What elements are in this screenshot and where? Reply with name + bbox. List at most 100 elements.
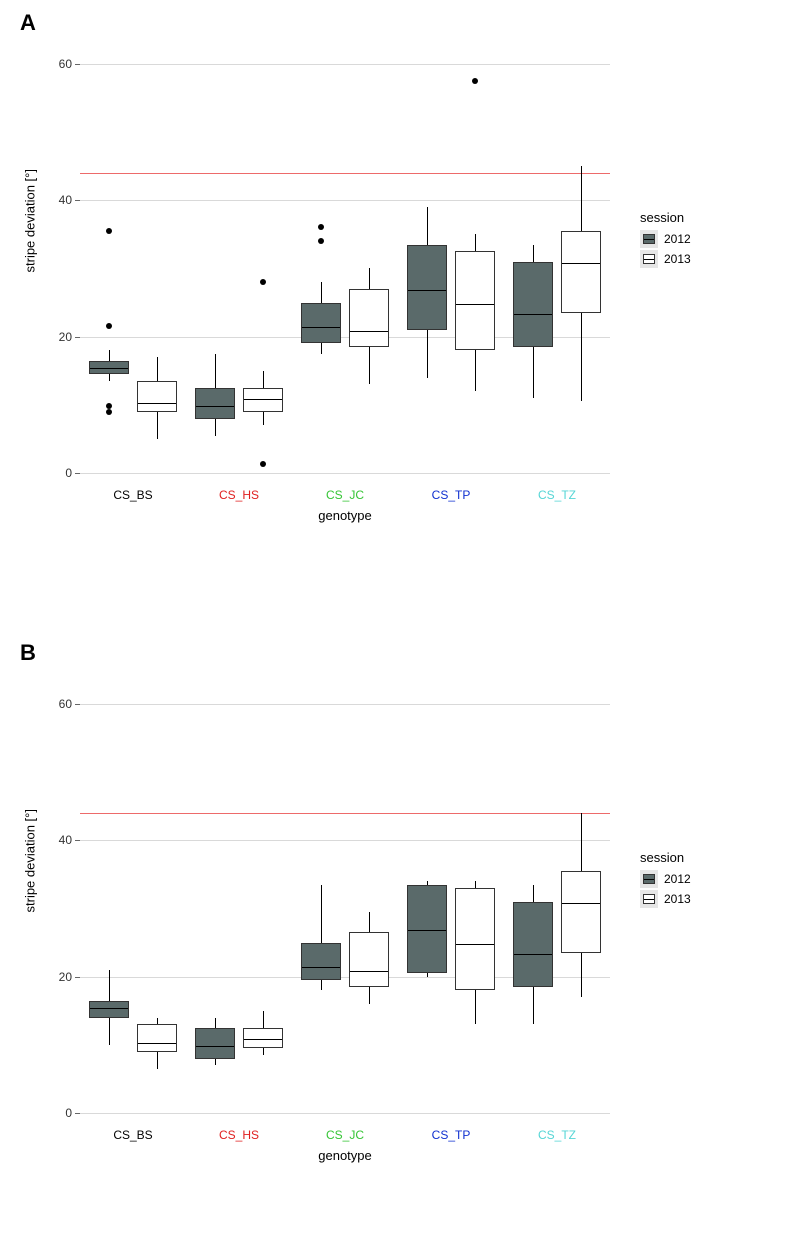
outlier-point (106, 323, 112, 329)
figure: A0204060CS_BSCS_HSCS_JCCS_TPCS_TZgenotyp… (0, 0, 785, 1244)
ytick-label: 0 (50, 1106, 72, 1120)
outlier-point (260, 461, 266, 467)
whisker (109, 350, 110, 360)
whisker (109, 970, 110, 1001)
plot-region-A: 0204060CS_BSCS_HSCS_JCCS_TPCS_TZgenotype… (80, 50, 610, 480)
legend-key (640, 230, 658, 248)
ytick-label: 20 (50, 970, 72, 984)
whisker (321, 980, 322, 990)
ytick-mark (75, 977, 80, 978)
whisker (369, 347, 370, 385)
xtick-label: CS_TZ (538, 488, 576, 502)
xaxis-title: genotype (80, 1148, 610, 1163)
ytick-label: 40 (50, 833, 72, 847)
gridline (80, 64, 610, 65)
ytick-mark (75, 200, 80, 201)
legend-key (640, 870, 658, 888)
whisker (427, 973, 428, 976)
box (561, 871, 601, 953)
median-line (350, 331, 388, 332)
legend-item: 2013 (640, 889, 691, 909)
xtick-label: CS_TP (432, 1128, 471, 1142)
reference-line (80, 173, 610, 174)
legend: session20122013 (640, 850, 691, 909)
median-line (408, 930, 446, 931)
ytick-mark (75, 337, 80, 338)
plot-region-B: 0204060CS_BSCS_HSCS_JCCS_TPCS_TZgenotype… (80, 690, 610, 1120)
legend-swatch (643, 894, 655, 904)
box (455, 251, 495, 350)
box (407, 245, 447, 330)
gridline (80, 473, 610, 474)
outlier-point (106, 228, 112, 234)
box (455, 888, 495, 990)
median-line (562, 263, 600, 264)
whisker (369, 268, 370, 288)
legend-label: 2012 (664, 232, 691, 246)
box (349, 932, 389, 987)
whisker (321, 282, 322, 302)
whisker (157, 1018, 158, 1025)
gridline (80, 704, 610, 705)
xtick-label: CS_JC (326, 488, 364, 502)
median-line (196, 406, 234, 407)
gridline (80, 840, 610, 841)
gridline (80, 200, 610, 201)
whisker (157, 412, 158, 439)
median-line (514, 314, 552, 315)
outlier-point (318, 238, 324, 244)
median-line (196, 1046, 234, 1047)
xtick-label: CS_TP (432, 488, 471, 502)
box (137, 381, 177, 412)
legend-title: session (640, 850, 691, 865)
ytick-label: 20 (50, 330, 72, 344)
outlier-point (106, 409, 112, 415)
whisker (263, 1048, 264, 1055)
box (89, 361, 129, 375)
ytick-mark (75, 704, 80, 705)
median-line (350, 971, 388, 972)
panel-label-B: B (20, 640, 36, 666)
reference-line (80, 813, 610, 814)
xtick-label: CS_HS (219, 488, 259, 502)
ytick-label: 0 (50, 466, 72, 480)
whisker (215, 354, 216, 388)
median-line (244, 399, 282, 400)
median-line (138, 403, 176, 404)
box (301, 943, 341, 981)
median-line (302, 327, 340, 328)
whisker (215, 1059, 216, 1066)
ytick-mark (75, 840, 80, 841)
whisker (109, 374, 110, 381)
box (195, 1028, 235, 1059)
legend-swatch (643, 254, 655, 264)
gridline (80, 1113, 610, 1114)
median-line (408, 290, 446, 291)
box (195, 388, 235, 419)
median-line (456, 304, 494, 305)
whisker (321, 343, 322, 353)
outlier-point (318, 224, 324, 230)
xtick-label: CS_BS (113, 1128, 152, 1142)
whisker (533, 987, 534, 1025)
ytick-label: 40 (50, 193, 72, 207)
box (513, 902, 553, 987)
legend-item: 2012 (640, 229, 691, 249)
box (561, 231, 601, 313)
legend-swatch (643, 874, 655, 884)
whisker (581, 166, 582, 231)
ytick-mark (75, 64, 80, 65)
whisker (427, 207, 428, 245)
whisker (533, 885, 534, 902)
box (243, 1028, 283, 1048)
outlier-point (472, 78, 478, 84)
whisker (157, 357, 158, 381)
legend-key (640, 890, 658, 908)
median-line (244, 1039, 282, 1040)
whisker (581, 953, 582, 997)
whisker (581, 313, 582, 402)
whisker (533, 245, 534, 262)
yaxis-title: stripe deviation [°] (23, 253, 38, 273)
box (137, 1024, 177, 1051)
median-line (562, 903, 600, 904)
